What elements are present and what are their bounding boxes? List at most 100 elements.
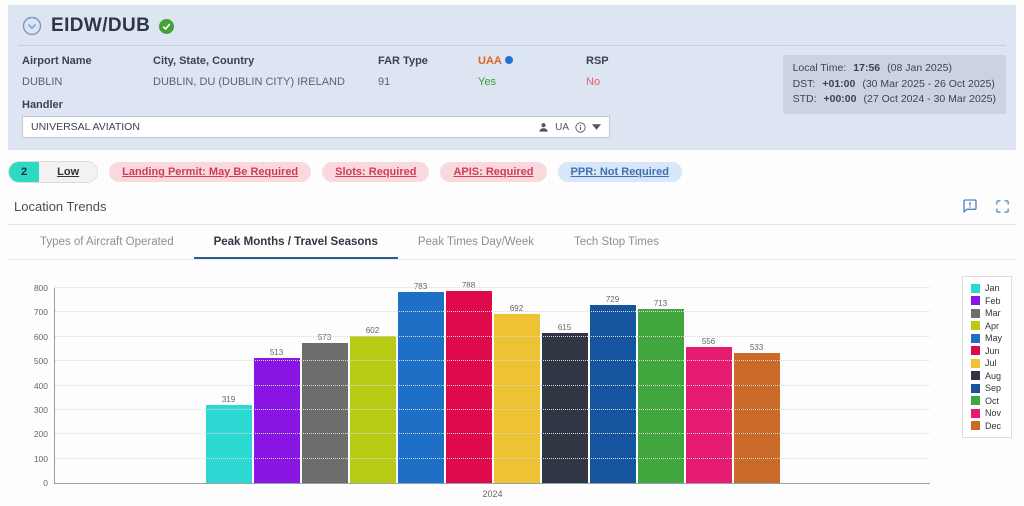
city-label: City, State, Country [153, 55, 255, 67]
bar-feb [253, 358, 300, 483]
handler-section: Handler UNIVERSAL AVIATION UA [18, 99, 1006, 138]
requirement-pill[interactable]: PPR: Not Required [557, 162, 682, 182]
legend-item[interactable]: Jan [970, 283, 1002, 293]
tab-types-of-aircraft-operated[interactable]: Types of Aircraft Operated [40, 236, 174, 248]
bar-column: 556 [685, 337, 732, 483]
time-label: DST: [792, 77, 816, 90]
legend-label: Apr [984, 320, 999, 331]
chevron-down-icon[interactable] [592, 124, 601, 130]
y-axis-tick-label: 400 [33, 380, 48, 391]
risk-level-label[interactable]: Low [39, 162, 98, 182]
requirement-pills: Landing Permit: May Be Required Slots: Re… [109, 162, 682, 182]
gridline [55, 311, 930, 313]
airport-code-title: EIDW/DUB [51, 15, 151, 36]
legend-item[interactable]: Jun [970, 345, 1002, 356]
bar-jul [493, 314, 540, 483]
bar-dec [733, 353, 780, 483]
y-axis-tick-label: 800 [33, 283, 48, 293]
bar-column: 783 [397, 282, 444, 483]
y-axis-tick-label: 100 [33, 453, 48, 464]
legend-item[interactable]: May [970, 333, 1002, 343]
local-time-box: Local Time: 17:56 (08 Jan 2025) DST: +01:00 (… [782, 55, 1006, 114]
field-uaa: UAA Yes [478, 55, 586, 90]
bar-value-label: 513 [269, 348, 284, 357]
chart-area: 319 513 573 602 783 788 692 615 729 713 556 533 202… [8, 276, 1016, 506]
legend-item[interactable]: Aug [970, 370, 1002, 381]
risk-score-number: 2 [9, 162, 40, 182]
bar-value-label: 319 [221, 395, 236, 404]
legend-item[interactable]: Jul [970, 358, 1002, 368]
bar-nov [685, 347, 732, 483]
bar-may [397, 292, 444, 483]
legend-label: Oct [984, 395, 999, 406]
handler-select-input[interactable]: UNIVERSAL AVIATION UA [22, 116, 610, 138]
gridline [55, 433, 930, 435]
y-axis-tick-label: 300 [33, 404, 48, 415]
legend-swatch [970, 283, 980, 293]
handler-label: Handler [22, 99, 63, 111]
gridline [55, 408, 930, 410]
handler-value: UNIVERSAL AVIATION [31, 121, 140, 133]
person-icon [538, 122, 549, 133]
legend-swatch [970, 396, 980, 405]
bar-column: 713 [637, 299, 684, 483]
legend-label: Jun [984, 345, 1000, 356]
collapse-chevron-icon[interactable] [22, 16, 42, 36]
time-value: +00:00 [823, 93, 857, 105]
fullscreen-expand-icon[interactable] [995, 199, 1010, 214]
info-circle-icon[interactable] [575, 121, 586, 133]
legend-item[interactable]: Feb [970, 295, 1002, 306]
uaa-info-icon[interactable] [504, 56, 513, 64]
requirement-pill[interactable]: APIS: Required [440, 162, 547, 182]
gridline [55, 287, 930, 288]
legend-label: Feb [984, 295, 1001, 306]
bar-column: 692 [493, 304, 540, 483]
comment-feedback-icon[interactable] [962, 198, 978, 214]
uaa-label-text: UAA [478, 55, 502, 67]
tab-tech-stop-times[interactable]: Tech Stop Times [573, 236, 659, 248]
section-title: Location Trends [14, 198, 107, 214]
bar-column: 729 [589, 295, 636, 483]
section-action-icons [962, 198, 1010, 214]
legend-item[interactable]: Mar [970, 308, 1002, 318]
tab-peak-months-travel-seasons[interactable]: Peak Months / Travel Seasons [193, 225, 398, 259]
legend-item[interactable]: Dec [970, 421, 1002, 431]
legend-item[interactable]: Apr [970, 320, 1002, 331]
bar-sep [589, 305, 636, 483]
legend-swatch [970, 371, 980, 380]
bar-jun [445, 291, 492, 483]
legend: Jan Feb Mar Apr May Jun Jul Aug Sep Oct Nov Dec [961, 276, 1012, 438]
uaa-value: Yes [478, 76, 496, 88]
airport-title-row: EIDW/DUB [18, 9, 1006, 46]
legend-swatch [970, 383, 980, 393]
risk-score-pill[interactable]: 2 Low [8, 161, 99, 183]
field-airport-name: Airport Name DUBLIN [22, 55, 153, 90]
y-axis-tick-label: 500 [33, 356, 48, 367]
y-axis-tick-label: 700 [33, 307, 48, 318]
legend-swatch [970, 333, 980, 343]
requirements-badge-row: 2 Low Landing Permit: May Be Required Slo… [8, 161, 1016, 183]
bars-group: 319 513 573 602 783 788 692 615 729 713 556 533 [55, 276, 930, 483]
legend-label: Jul [984, 358, 997, 368]
y-axis-tick-label: 0 [43, 478, 48, 488]
x-axis-label: 2024 [482, 489, 503, 499]
airport-fields-row: Airport Name DUBLIN City, State, Country… [18, 46, 1006, 90]
requirement-pill[interactable]: Landing Permit: May Be Required [109, 162, 312, 182]
gridline [55, 335, 930, 337]
legend-item[interactable]: Sep [970, 383, 1002, 393]
tab-peak-times-day-week[interactable]: Peak Times Day/Week [417, 236, 534, 248]
legend-item[interactable]: Nov [970, 408, 1002, 418]
requirement-pill[interactable]: Slots: Required [322, 162, 430, 182]
local-time-row: Local Time: 17:56 (08 Jan 2025) [793, 61, 996, 77]
bar-value-label: 729 [605, 295, 620, 304]
far-type-value: 91 [378, 76, 391, 88]
legend-label: Aug [984, 370, 1001, 381]
rsp-value: No [586, 76, 601, 88]
tabs-row: Types of Aircraft Operated Peak Months / … [8, 225, 1016, 260]
legend-item[interactable]: Oct [970, 395, 1002, 406]
bar-column: 615 [541, 323, 588, 483]
bar-value-label: 783 [413, 282, 428, 291]
y-axis-tick-label: 200 [33, 429, 48, 440]
bar-column: 788 [445, 281, 492, 483]
handler-input-icons: UA [538, 122, 601, 133]
